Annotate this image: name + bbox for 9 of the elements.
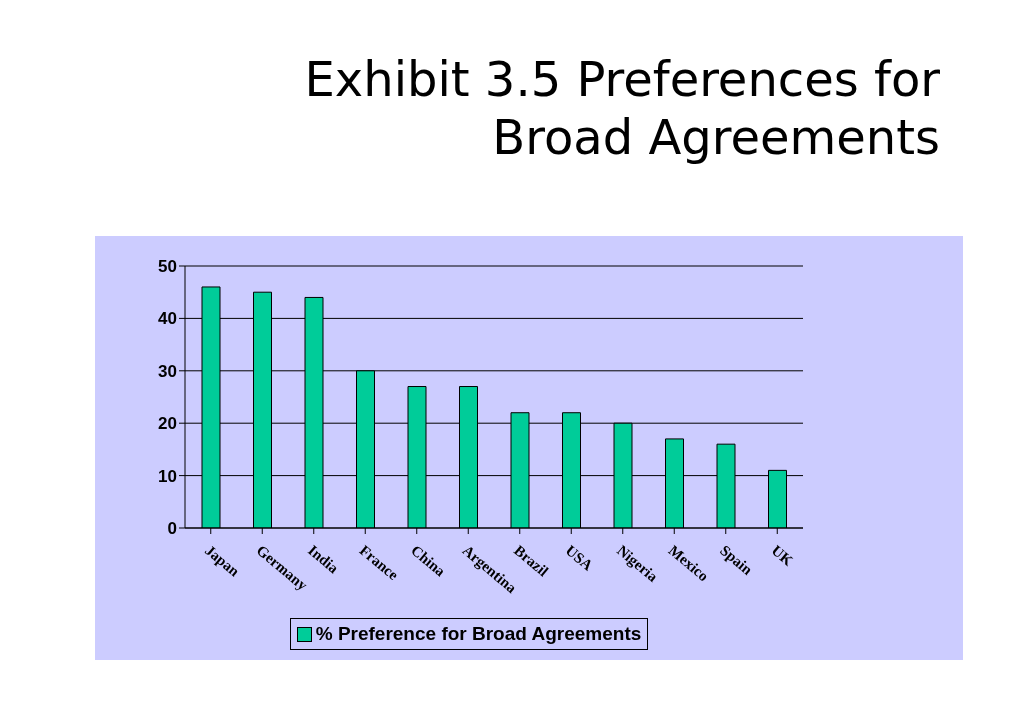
legend-label: % Preference for Broad Agreements (314, 623, 642, 645)
y-tick-label: 0 (167, 519, 177, 539)
chart-title: Exhibit 3.5 Preferences for Broad Agreements (303, 50, 940, 166)
y-tick-label: 40 (158, 309, 177, 329)
y-tick-label: 20 (158, 414, 177, 434)
x-tick-label: UK (768, 542, 797, 569)
y-tick-label: 50 (158, 257, 177, 277)
y-tick-label: 30 (158, 361, 177, 381)
y-tick-label: 10 (158, 466, 177, 486)
